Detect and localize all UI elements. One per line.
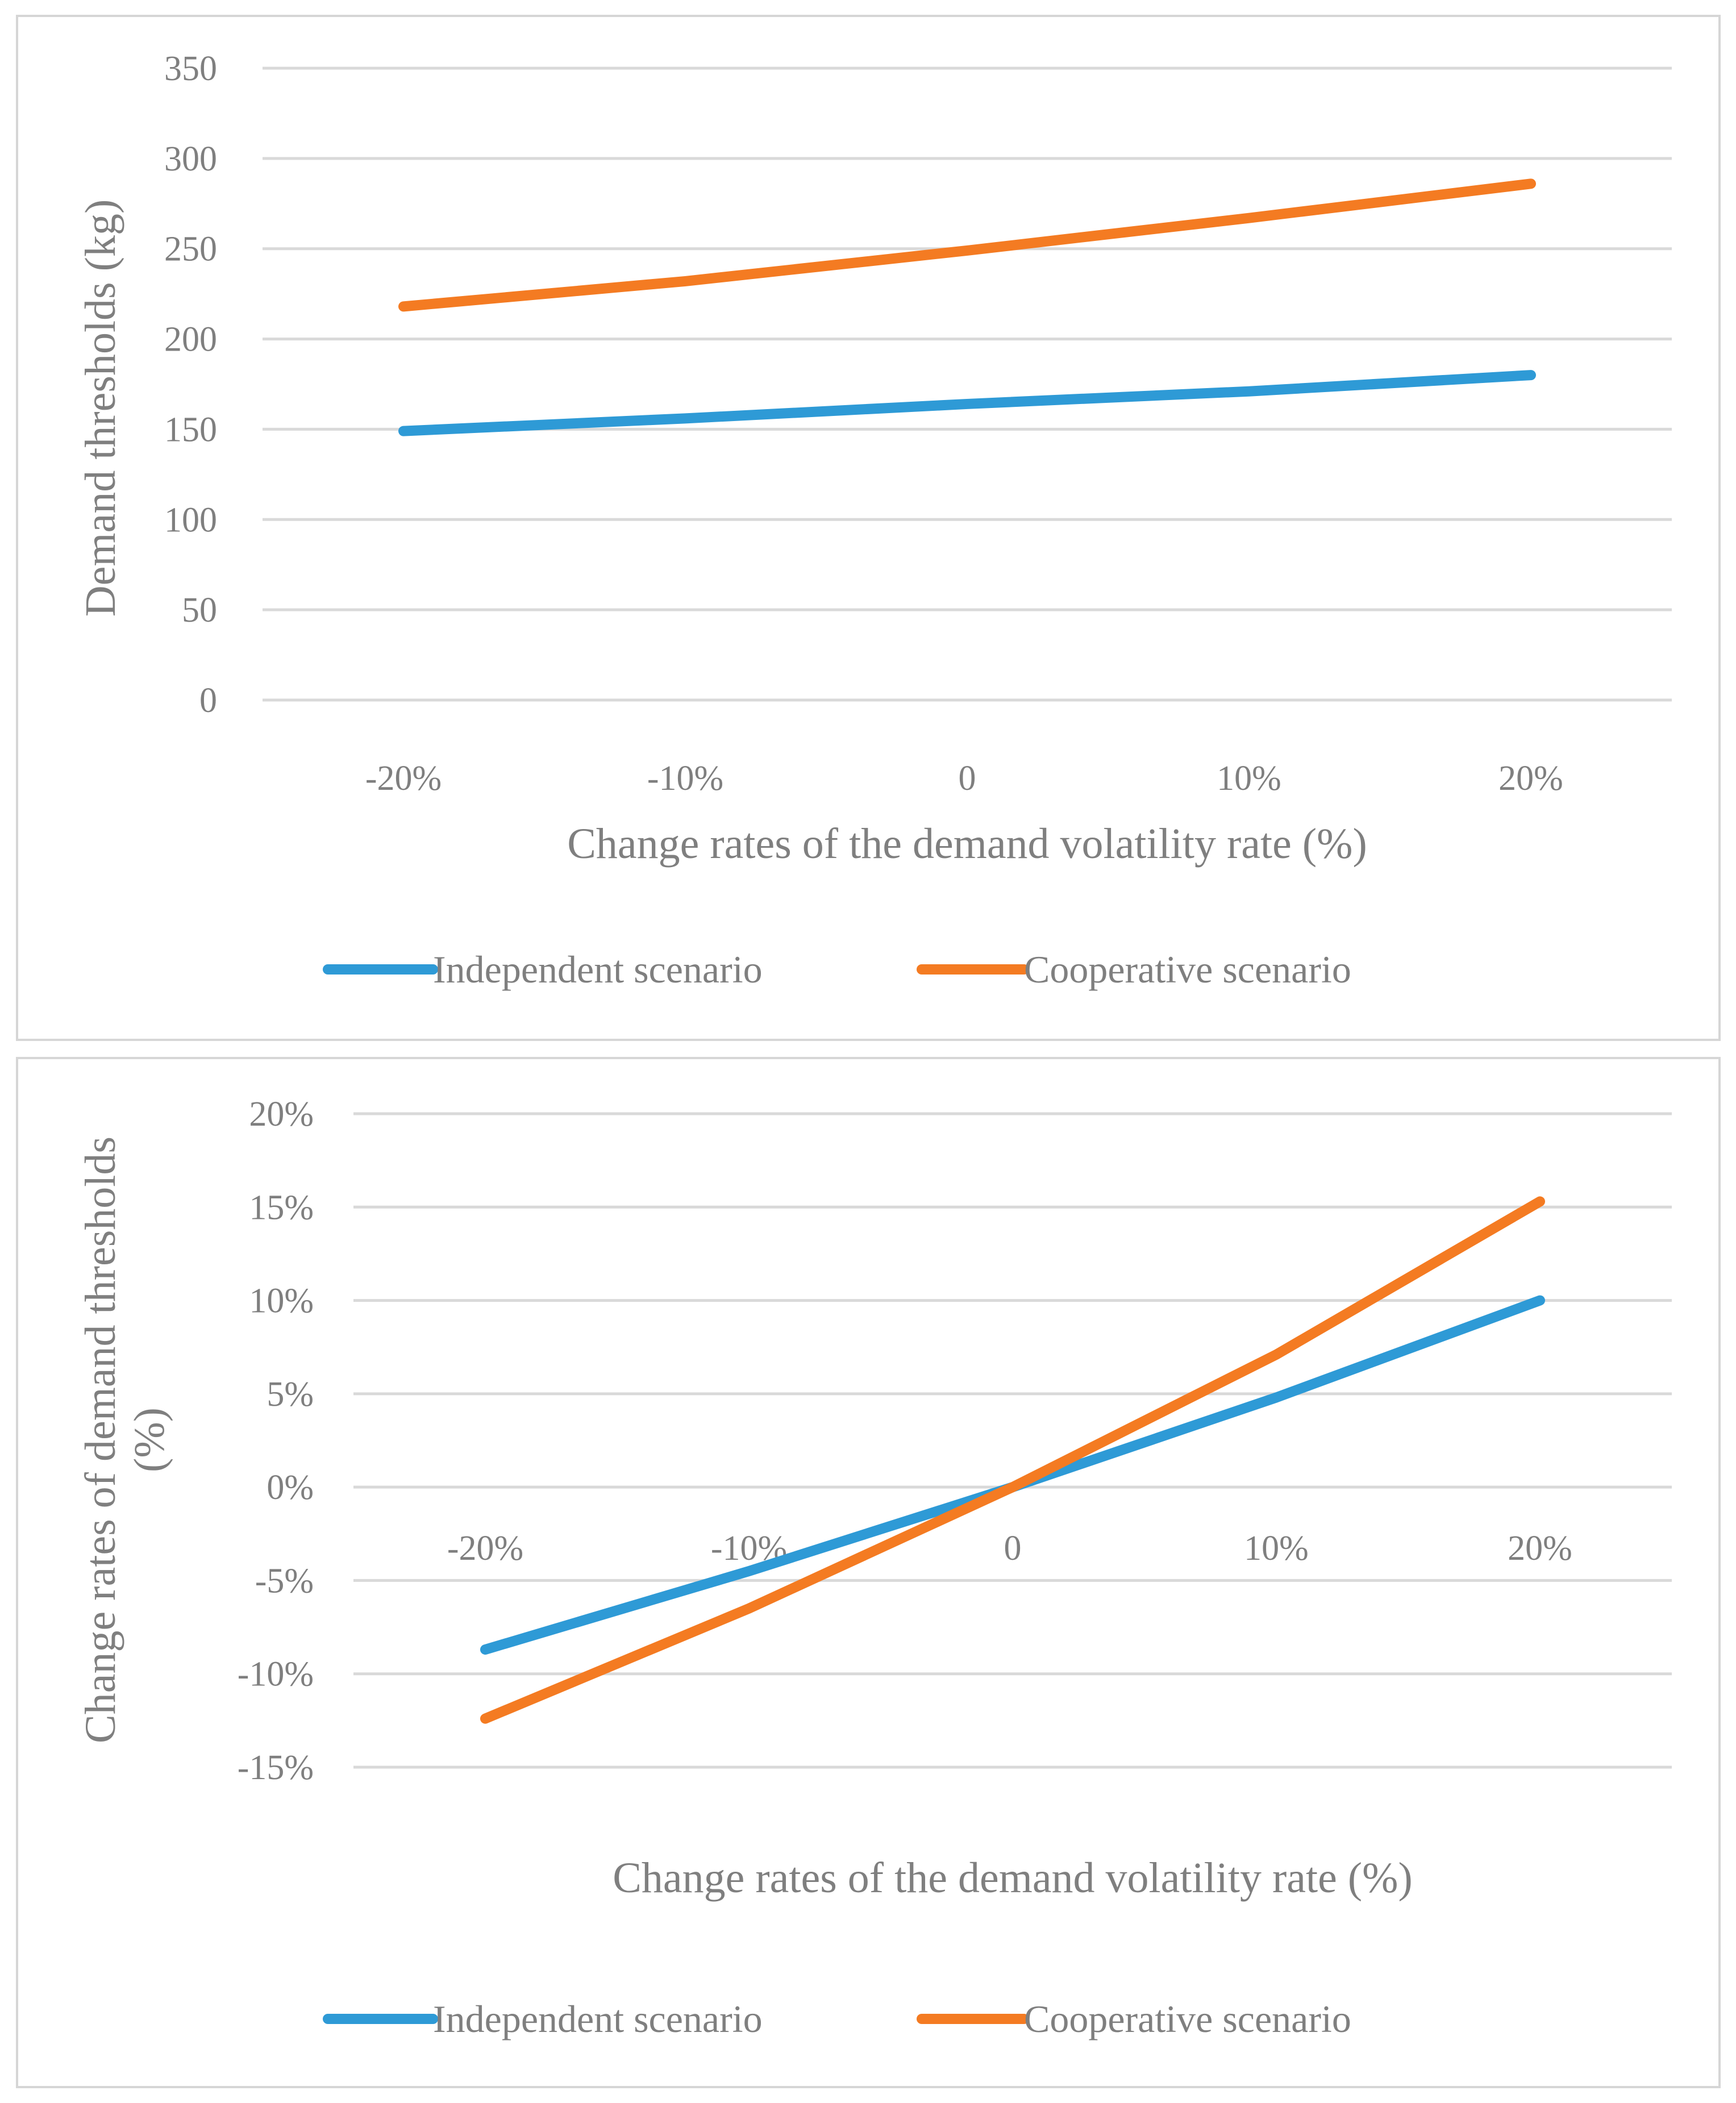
y-tick-label: 300	[164, 140, 217, 178]
y-tick-label: 0	[199, 681, 217, 720]
series-line-independent-scenario	[480, 1295, 1545, 1655]
y-tick-label: -10%	[238, 1655, 314, 1694]
x-tick-label: 0	[959, 759, 976, 798]
legend-label-independent-scenario: Independent scenario	[433, 1997, 763, 2040]
chart-svg-2: -15%-10%-5%0%5%10%15%20%-20% -10% 0 10% 20%C…	[77, 1095, 1672, 2040]
legend-label-independent-scenario: Independent scenario	[433, 948, 763, 991]
y-tick-label: 15%	[249, 1188, 314, 1227]
chart-panel-change-rates: -15% -10% -5% 0% 5% 10% 15% 20% -20% -10% 0 10% 20% C…	[16, 1057, 1721, 2088]
y-tick-label: -5%	[255, 1561, 314, 1600]
series-line-cooperative-scenario	[398, 178, 1536, 312]
series-line-independent-scenario	[398, 370, 1536, 436]
chart-svg-1: 0 50 100 150 200 250 300 350 -20% -10% 0 10% 20% Chan…	[77, 49, 1672, 991]
x-tick-label: 10%	[1244, 1529, 1309, 1568]
chart-panel-demand-thresholds: 0 50 100 150 200 250 300 350 -20% -10% 0 10% 20% Chan…	[16, 15, 1721, 1041]
y-axis-title: Demand thresholds (kg)	[77, 199, 124, 617]
x-tick-label: 20%	[1498, 759, 1563, 798]
y-tick-label: 10%	[249, 1282, 314, 1321]
y-tick-label: 350	[164, 49, 217, 88]
legend-label-cooperative-scenario: Cooperative scenario	[1024, 948, 1351, 991]
y-tick-label: 150	[164, 410, 217, 449]
x-tick-label: -20%	[447, 1529, 523, 1568]
y-tick-label: 100	[164, 501, 217, 539]
y-tick-label: 20%	[249, 1095, 314, 1134]
x-tick-label: -10%	[647, 759, 723, 798]
x-tick-label: -20%	[365, 759, 442, 798]
y-tick-label: -15%	[238, 1748, 314, 1787]
series-line-cooperative-scenario	[480, 1196, 1545, 1724]
x-axis-title: Change rates of the demand volatility ra…	[567, 820, 1367, 868]
y-tick-label: 50	[182, 591, 217, 630]
x-axis-title: Change rates of the demand volatility ra…	[613, 1854, 1413, 1902]
x-tick-label: 10%	[1217, 759, 1281, 798]
y-tick-label: 250	[164, 230, 217, 269]
x-tick-label: 0	[1004, 1529, 1022, 1568]
y-tick-label: 5%	[267, 1375, 314, 1414]
legend-label-cooperative-scenario: Cooperative scenario	[1024, 1997, 1351, 2040]
y-axis-title: Change rates of demand thresholds(%)	[77, 1136, 173, 1743]
y-tick-label: 200	[164, 320, 217, 359]
y-tick-label: 0%	[267, 1468, 314, 1507]
x-tick-label: 20%	[1508, 1529, 1572, 1568]
